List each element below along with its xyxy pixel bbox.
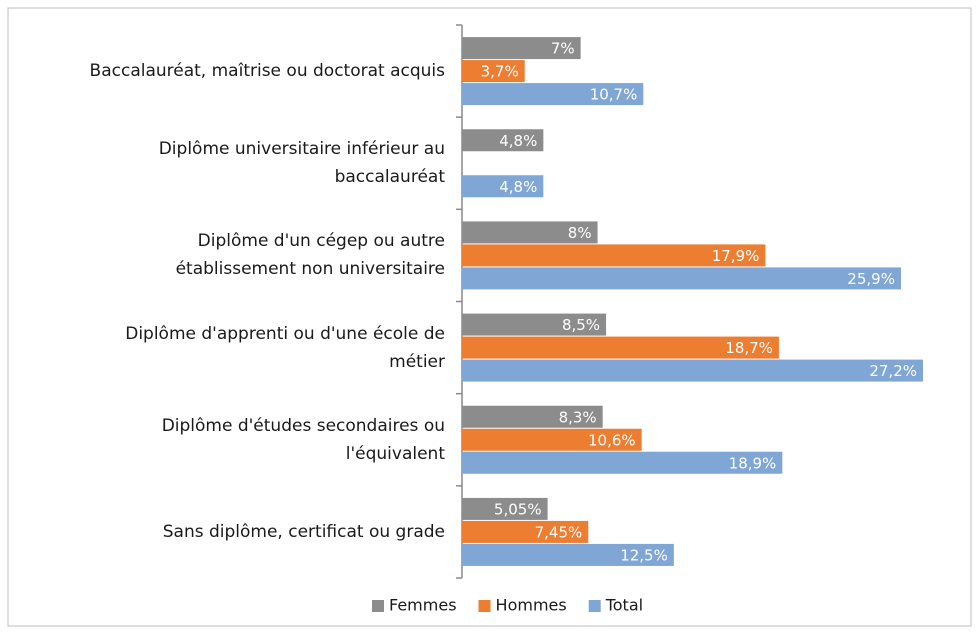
value-label: 17,9% <box>712 247 760 265</box>
category-label: Diplôme d'un cégep ou autre établissemen… <box>20 209 445 301</box>
legend-label: Total <box>605 596 643 615</box>
bar <box>462 451 783 474</box>
bar <box>462 405 603 428</box>
bar <box>462 336 779 359</box>
value-label: 10,6% <box>588 431 636 449</box>
category-text: Diplôme universitaire inférieur au bacca… <box>158 139 445 188</box>
value-label: 8,5% <box>562 316 600 334</box>
category-label: Diplôme d'apprenti ou d'une école de mét… <box>20 302 445 394</box>
bar <box>462 129 544 152</box>
bar <box>462 267 901 290</box>
value-label: 7% <box>551 40 575 58</box>
bar <box>462 175 544 198</box>
legend-label: Hommes <box>496 596 567 615</box>
category-text: Diplôme d'un cégep ou autre établissemen… <box>175 231 445 280</box>
value-label: 27,2% <box>869 362 917 380</box>
bar <box>462 543 674 566</box>
bar <box>462 359 923 382</box>
bar <box>462 37 581 60</box>
value-label: 3,7% <box>481 63 519 81</box>
category-text: Baccalauréat, maîtrise ou doctorat acqui… <box>89 61 445 82</box>
value-label: 10,7% <box>590 86 638 104</box>
legend-swatch <box>588 600 601 612</box>
category-label: Diplôme d'études secondaires ou l'équiva… <box>20 394 445 486</box>
bar <box>462 520 589 543</box>
category-label: Sans diplôme, certificat ou grade <box>20 486 445 578</box>
legend-swatch <box>478 600 491 612</box>
bar <box>462 83 644 106</box>
value-label: 18,7% <box>725 339 773 357</box>
category-text: Diplôme d'études secondaires ou l'équiva… <box>161 415 445 464</box>
value-label: 4,8% <box>499 178 537 196</box>
value-label: 12,5% <box>620 546 668 564</box>
value-label: 25,9% <box>847 270 895 288</box>
value-label: 7,45% <box>535 523 583 541</box>
legend-swatch <box>372 600 384 612</box>
category-label: Diplôme universitaire inférieur au bacca… <box>20 117 445 209</box>
value-label: 5,05% <box>494 500 542 518</box>
value-label: 4,8% <box>499 132 537 150</box>
chart-frame <box>7 7 972 627</box>
bar <box>462 244 766 267</box>
bar <box>462 313 607 336</box>
category-text: Sans diplôme, certificat ou grade <box>162 521 445 542</box>
bar <box>462 221 598 244</box>
bar <box>462 60 525 83</box>
legend-label: Femmes <box>389 596 457 615</box>
bar <box>462 497 548 520</box>
value-label: 18,9% <box>729 454 777 472</box>
value-label: 8% <box>568 224 592 242</box>
category-label: Baccalauréat, maîtrise ou doctorat acqui… <box>20 25 445 117</box>
value-label: 8,3% <box>559 408 597 426</box>
category-text: Diplôme d'apprenti ou d'une école de mét… <box>125 323 445 372</box>
bar <box>462 428 642 451</box>
